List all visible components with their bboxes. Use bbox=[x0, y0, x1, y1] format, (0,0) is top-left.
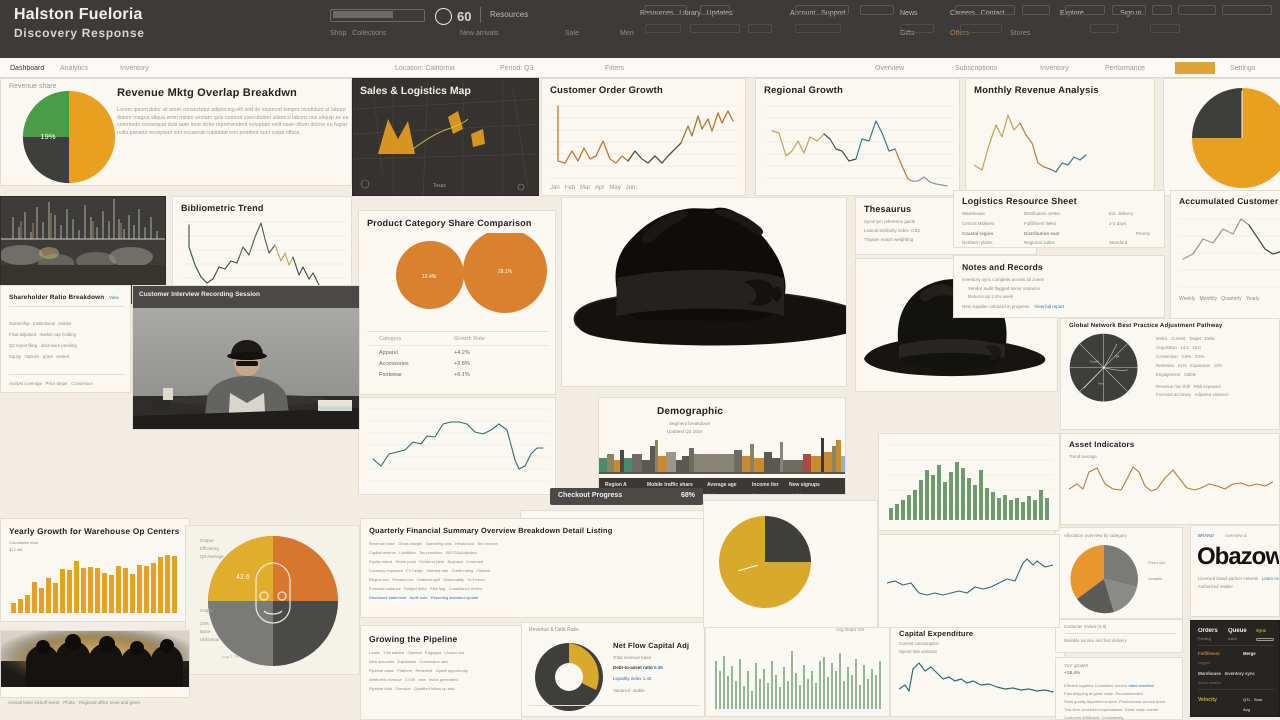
svg-text:12.4%: 12.4% bbox=[422, 274, 437, 280]
svg-text:19%: 19% bbox=[40, 132, 56, 141]
svg-text:Rev: Rev bbox=[1098, 382, 1104, 386]
svg-text:Texas: Texas bbox=[433, 183, 447, 189]
svg-text:3x: 3x bbox=[1115, 354, 1119, 358]
svg-text:42.6: 42.6 bbox=[236, 574, 250, 581]
svg-text:28.1%: 28.1% bbox=[498, 269, 513, 275]
svg-text:Growth: Growth bbox=[1090, 359, 1100, 363]
